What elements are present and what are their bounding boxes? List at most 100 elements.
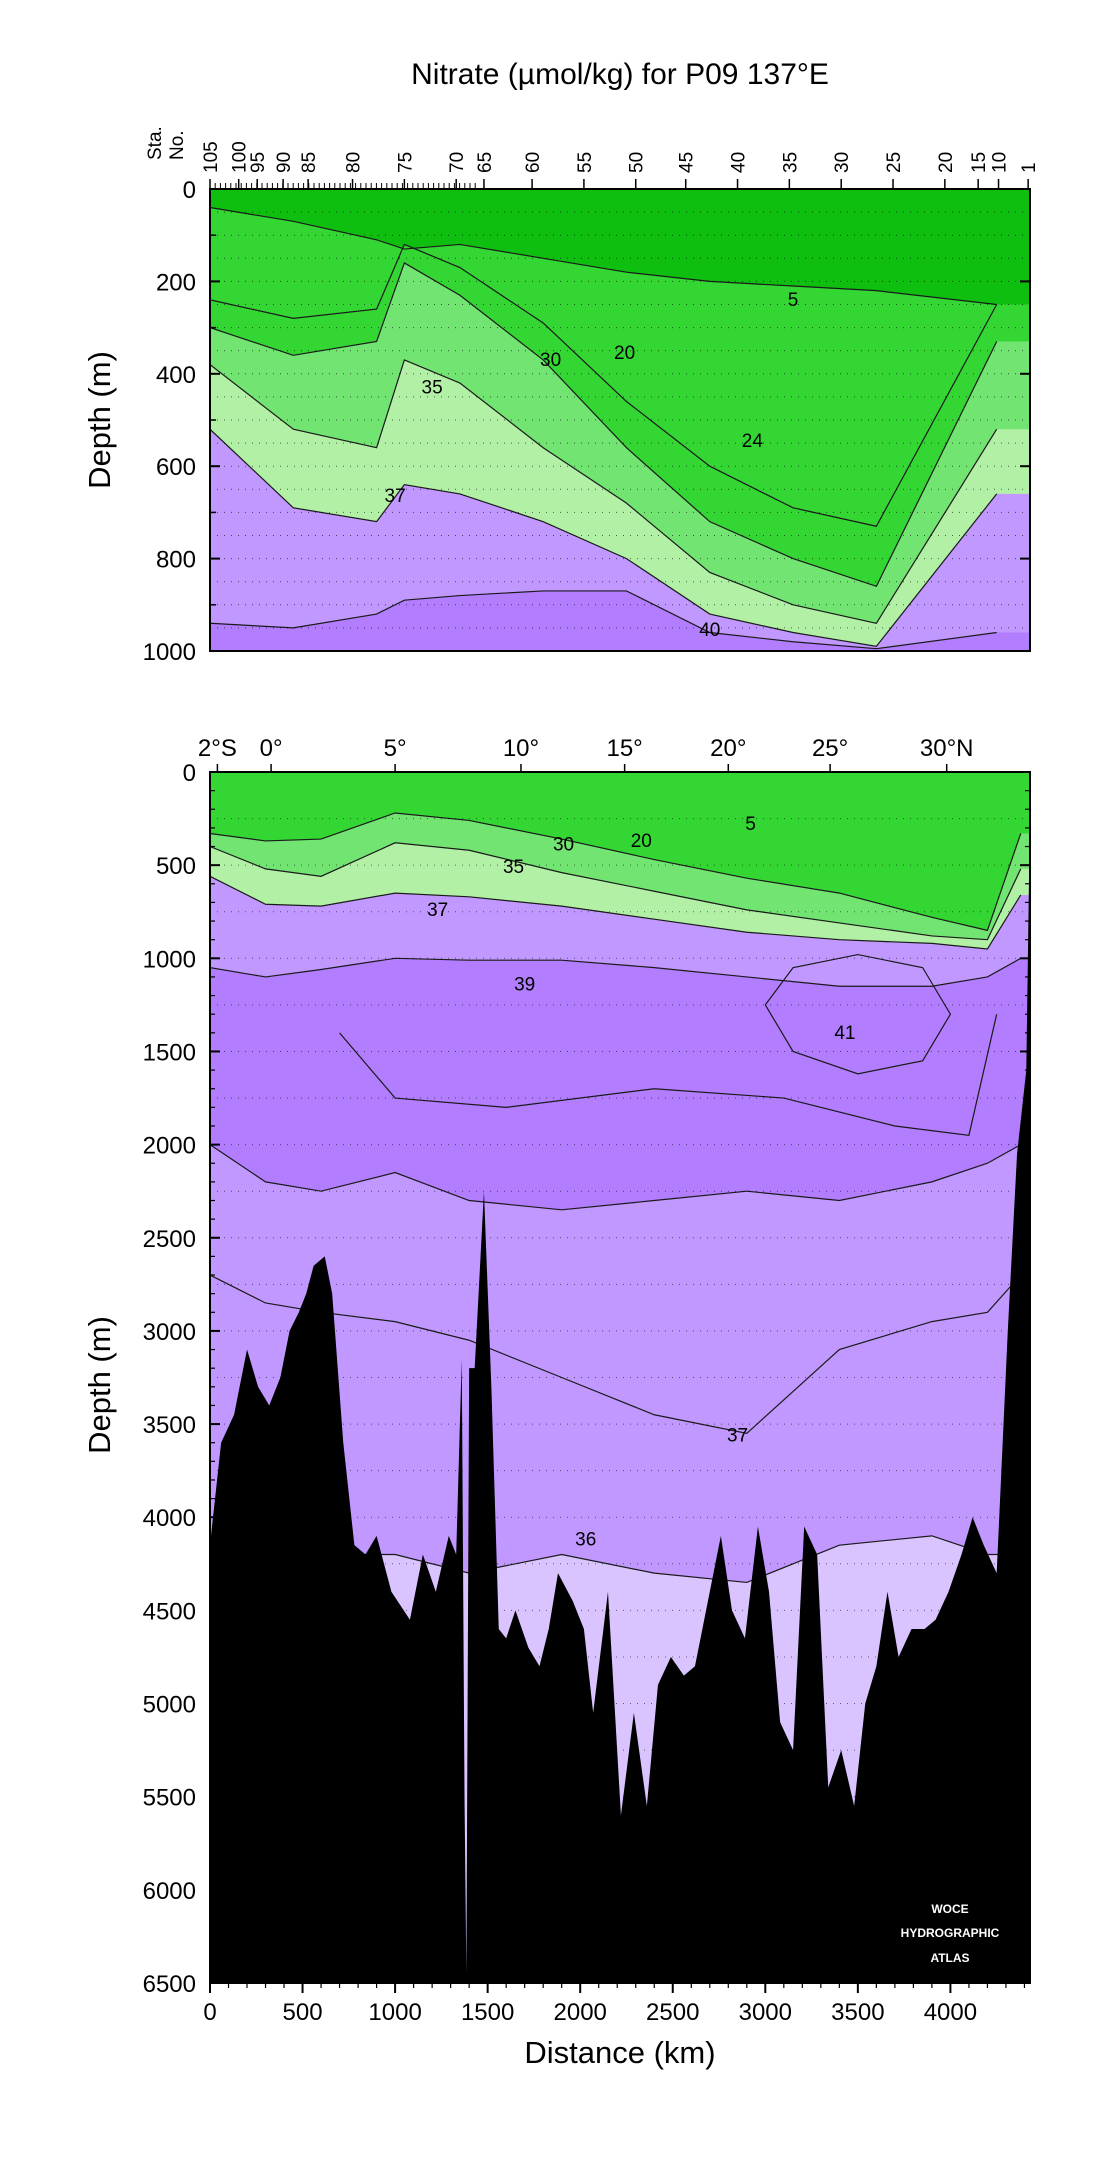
lower-contour-label: 36 [575,1530,596,1551]
lower-y-axis-label: Depth (m) [82,1316,117,1454]
watermark-line-2: HYDROGRAPHIC [901,1926,1000,1940]
x-axis-label: Distance (km) [524,2035,715,2070]
lower-contour-lines [210,812,1030,1937]
lower-y-tick-label: 2000 [143,1133,196,1160]
upper-y-tick-label: 800 [156,547,196,574]
lower-y-tick-label: 5000 [143,1692,196,1719]
lower-contour-label: 41 [834,1023,855,1044]
lower-y-tick-label: 0 [183,760,196,787]
station-tick-label: 50 [627,152,648,173]
chart-title: Nitrate (µmol/kg) for P09 137°E [411,58,829,91]
x-tick-label: 500 [283,1999,323,2026]
upper-color-fill [210,189,1030,651]
lower-section-panel: 5 20 30 35 37 39 41 37 36 0 500 1000 1500 2000 2500 30… [82,735,1031,2070]
station-tick-label: 25 [884,152,905,173]
station-axis-label-sta: Sta. [145,126,166,160]
lat-tick-label: 25° [812,735,848,762]
lower-y-tick-label: 6000 [143,1878,196,1905]
lower-contour-label: 37 [427,900,448,921]
station-tick-label: 60 [523,152,544,173]
upper-band-40 [210,590,1030,651]
x-tick-label: 4000 [924,1999,977,2026]
upper-y-ticks: 0 200 400 600 800 1000 [143,177,1030,666]
lower-contour-label: 5 [745,814,756,835]
x-tick-label: 1500 [461,1999,514,2026]
station-tick-label: 80 [344,152,365,173]
lower-contour-label: 37 [727,1425,748,1446]
station-tick-label: 30 [832,152,853,173]
lower-isoline-37 [210,875,1022,950]
upper-y-tick-label: 0 [183,177,196,204]
lower-y-tick-label: 5500 [143,1785,196,1812]
station-tick-label: 15 [969,152,990,173]
lat-tick-label: 15° [606,735,642,762]
upper-y-tick-label: 1000 [143,639,196,666]
upper-contour-label: 40 [699,620,720,641]
latitude-ticks: 2°S 0° 5° 10° 15° 20° 25° 30°N [198,735,974,772]
lower-isoline-35 [210,842,1022,941]
upper-band-37 [210,429,1030,651]
upper-section-panel: 5 20 30 35 24 37 40 0 200 400 600 800 1000 105 10095… [82,126,1040,666]
station-tick-label: 75 [395,152,416,173]
station-tick-label: 90 [274,152,295,173]
lower-y-tick-label: 3000 [143,1319,196,1346]
upper-isoline-37 [210,428,998,648]
station-tick-label: 20 [936,152,957,173]
upper-y-tick-label: 600 [156,454,196,481]
station-tick-label: 65 [475,152,496,173]
upper-isoline-20 [210,243,998,527]
x-tick-label: 1000 [368,1999,421,2026]
upper-contour-lines [210,206,1030,650]
upper-contour-label: 35 [422,378,443,399]
lower-isoline-39 [210,957,1022,987]
lower-y-tick-label: 2500 [143,1226,196,1253]
lat-tick-label: 5° [384,735,407,762]
station-tick-label: 45 [677,152,698,173]
x-tick-label: 2500 [646,1999,699,2026]
woce-atlas-watermark: WOCE HYDROGRAPHIC ATLAS [901,1902,1000,1965]
lower-y-tick-label: 3500 [143,1412,196,1439]
lower-contour-label: 20 [631,831,652,852]
lat-tick-label: 20° [710,735,746,762]
lat-tick-label: 30°N [920,735,974,762]
x-tick-label: 0 [203,1999,216,2026]
station-tick-label: 100 [230,141,251,173]
station-axis-label-no: No. [167,130,188,160]
lower-plot-frame [209,771,1031,1984]
x-tick-label: 3000 [739,1999,792,2026]
station-tick-label: 85 [299,152,320,173]
lat-tick-label: 0° [260,735,283,762]
station-tick-label: 95 [248,152,269,173]
upper-isoline-30 [210,262,998,588]
bottom-topography [210,809,1030,1983]
upper-contour-label: 5 [788,290,799,311]
upper-y-tick-label: 200 [156,269,196,296]
lower-y-tick-label: 1000 [143,946,196,973]
watermark-line-1: WOCE [931,1902,968,1916]
x-tick-label: 3500 [831,1999,884,2026]
station-tick-label: 55 [575,152,596,173]
lower-inner-contour-41 [764,953,952,1075]
station-tick-label: 35 [780,152,801,173]
x-tick-label: 2000 [554,1999,607,2026]
station-tick-label: 105 [201,141,222,173]
upper-isoline-35 [210,359,998,624]
upper-contour-labels: 5 20 30 35 24 37 40 [385,290,799,641]
upper-contour-label: 20 [614,343,635,364]
upper-y-tick-label: 400 [156,362,196,389]
lat-tick-label: 10° [503,735,539,762]
lower-y-tick-label: 4000 [143,1505,196,1532]
lower-contour-label: 39 [514,974,535,995]
lower-y-tick-label: 6500 [143,1971,196,1998]
upper-isoline-5 [210,206,997,306]
lower-x-ticks: 0 500 1000 1500 2000 2500 3000 3500 4000 [203,1983,1026,2026]
lower-contour-labels: 5 20 30 35 37 39 41 37 36 [427,814,855,1550]
station-tick-label: 1 [1019,162,1040,173]
lower-y-tick-label: 1500 [143,1039,196,1066]
station-tick-label: 10 [990,152,1011,173]
upper-isoline-40 [210,590,997,650]
upper-contour-label: 37 [385,486,406,507]
upper-y-axis-label: Depth (m) [82,351,117,489]
